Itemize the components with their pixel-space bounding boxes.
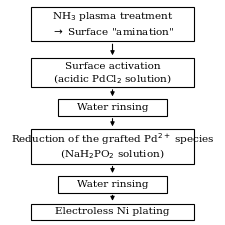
Text: (acidic PdCl$_2$ solution): (acidic PdCl$_2$ solution) bbox=[53, 72, 172, 86]
FancyBboxPatch shape bbox=[31, 129, 194, 164]
FancyBboxPatch shape bbox=[31, 7, 194, 41]
Text: NH$_3$ plasma treatment: NH$_3$ plasma treatment bbox=[52, 10, 173, 23]
Text: Reduction of the grafted Pd$^{2+}$ species: Reduction of the grafted Pd$^{2+}$ speci… bbox=[11, 131, 214, 147]
Text: Surface activation: Surface activation bbox=[65, 62, 160, 71]
Text: Water rinsing: Water rinsing bbox=[77, 103, 148, 112]
FancyBboxPatch shape bbox=[58, 176, 166, 193]
Text: (NaH$_2$PO$_2$ solution): (NaH$_2$PO$_2$ solution) bbox=[60, 147, 165, 161]
FancyBboxPatch shape bbox=[31, 58, 194, 87]
Text: Water rinsing: Water rinsing bbox=[77, 180, 148, 189]
FancyBboxPatch shape bbox=[31, 204, 194, 220]
FancyBboxPatch shape bbox=[58, 99, 166, 116]
Text: $\rightarrow$ Surface "amination": $\rightarrow$ Surface "amination" bbox=[51, 26, 174, 37]
Text: Electroless Ni plating: Electroless Ni plating bbox=[55, 207, 170, 216]
